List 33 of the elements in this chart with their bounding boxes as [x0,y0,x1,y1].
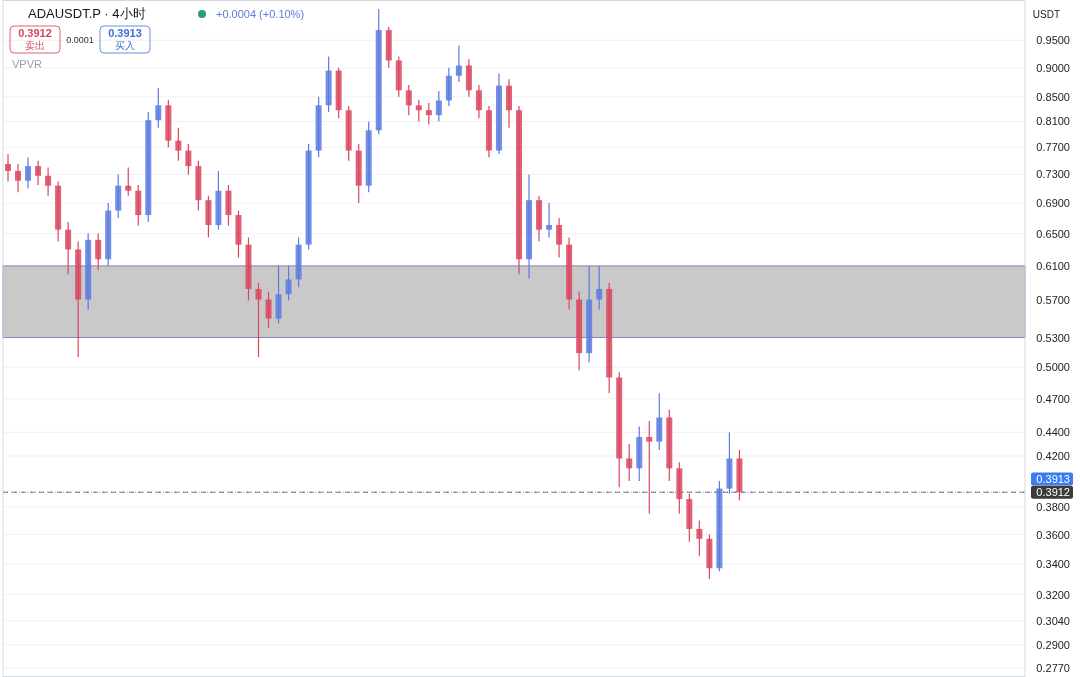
y-tick-label: 0.8500 [1036,90,1070,103]
y-tick-label: 0.9000 [1036,61,1070,74]
annotation: VPVR [12,58,43,70]
y-tick-label: 0.6900 [1036,197,1070,210]
y-tick-label: 0.6100 [1036,259,1070,272]
text: USDT [1032,9,1060,20]
y-tick-label: 0.9500 [1036,34,1070,47]
y-tick-label: 0.4200 [1036,450,1070,463]
annotation: 0.3912 [18,27,52,39]
y-tick-label: 0.2770 [1036,662,1070,675]
y-tick-label: 0.6500 [1036,227,1070,240]
ref-line-label: 0.3912 [1036,486,1070,499]
y-tick-label: 0.2900 [1036,638,1070,651]
y-tick-label: 0.5700 [1036,294,1070,307]
y-tick-label: 0.3200 [1036,588,1070,601]
ref-line-label: 0.3913 [1036,473,1070,486]
annotation: 0.3913 [108,27,142,39]
y-tick-label: 0.8100 [1036,115,1070,128]
y-tick-label: 0.4400 [1036,426,1070,439]
y-tick-label: 0.3800 [1036,501,1070,514]
y-tick-label: 0.4700 [1036,392,1070,405]
annotation: 0.0001 [66,35,94,45]
annotation: 买入 [115,40,135,51]
annotation: 卖出 [25,40,45,51]
y-tick-label: 0.3600 [1036,528,1070,541]
y-tick-label: 0.5000 [1036,361,1070,374]
y-tick-label: 0.3040 [1036,614,1070,627]
annotation: +0.0004 (+0.10%) [216,8,305,20]
y-tick-label: 0.7700 [1036,141,1070,154]
y-tick-label: 0.5300 [1036,331,1070,344]
text: ADAUSDT.P · 4小时 [28,6,146,21]
y-tick-label: 0.3400 [1036,557,1070,570]
y-tick-label: 0.7300 [1036,168,1070,181]
